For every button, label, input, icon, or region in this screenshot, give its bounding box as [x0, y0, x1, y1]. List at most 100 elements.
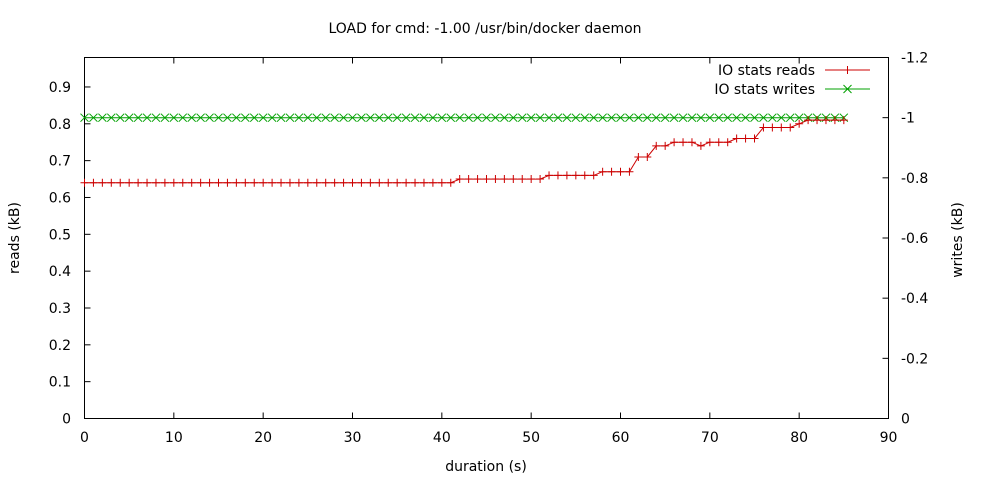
data-point-reads: [206, 179, 214, 187]
y-tick-label: 0.7: [49, 154, 71, 170]
y-tick-label: 0: [62, 412, 71, 428]
y-tick-label: 0.1: [49, 375, 71, 391]
data-point-reads: [89, 179, 97, 187]
y2-tick-label: -0.8: [901, 171, 928, 187]
data-point-reads: [625, 168, 633, 176]
data-point-reads: [268, 179, 276, 187]
y-tick-label: 0.8: [49, 117, 71, 133]
data-point-reads: [349, 179, 357, 187]
y-tick-label: 0.6: [49, 190, 71, 206]
y2-tick-label: -1: [901, 111, 915, 127]
data-point-reads: [420, 179, 428, 187]
series-layer: [81, 114, 848, 187]
data-point-reads: [581, 171, 589, 179]
data-point-reads: [509, 175, 517, 183]
data-point-reads: [590, 171, 598, 179]
data-point-reads: [197, 179, 205, 187]
data-point-reads: [295, 179, 303, 187]
data-point-reads: [518, 175, 526, 183]
data-point-reads: [81, 179, 89, 187]
y2-tick-label: -0.2: [901, 351, 928, 367]
y2-tick-label: -0.4: [901, 291, 928, 307]
legend-label-reads: IO stats reads: [718, 63, 815, 79]
data-point-reads: [706, 138, 714, 146]
data-point-reads: [599, 168, 607, 176]
data-point-reads: [670, 138, 678, 146]
y2-tick-label: 0: [901, 412, 910, 428]
x-tick-label: 80: [790, 430, 808, 446]
data-point-reads: [125, 179, 133, 187]
x-tick-label: 40: [433, 430, 451, 446]
data-point-reads: [572, 171, 580, 179]
data-point-reads: [340, 179, 348, 187]
data-point-reads: [286, 179, 294, 187]
data-point-reads: [474, 175, 482, 183]
data-point-reads: [215, 179, 223, 187]
data-point-reads: [456, 175, 464, 183]
data-point-reads: [608, 168, 616, 176]
data-point-reads: [357, 179, 365, 187]
y-tick-label: 0.3: [49, 301, 71, 317]
data-point-reads: [98, 179, 106, 187]
data-point-reads: [384, 179, 392, 187]
data-point-reads: [733, 135, 741, 143]
data-point-reads: [697, 142, 705, 150]
series-reads: [81, 116, 848, 187]
x-tick-label: 30: [344, 430, 362, 446]
data-point-reads: [223, 179, 231, 187]
y2-axis-label: writes (kB): [950, 202, 966, 278]
y2-tick-label: -1.2: [901, 51, 928, 67]
data-point-reads: [313, 179, 321, 187]
x-tick-label: 60: [612, 430, 630, 446]
data-point-reads: [634, 153, 642, 161]
data-point-reads: [322, 179, 330, 187]
data-point-reads: [411, 179, 419, 187]
data-point-reads: [250, 179, 258, 187]
data-point-reads: [777, 123, 785, 131]
y2-axis-ticks: 0-0.2-0.4-0.6-0.8-1-1.2: [883, 51, 929, 428]
data-point-reads: [375, 179, 383, 187]
data-point-reads: [107, 179, 115, 187]
data-point-reads: [179, 179, 187, 187]
data-point-reads: [188, 179, 196, 187]
chart-title: LOAD for cmd: -1.00 /usr/bin/docker daem…: [328, 21, 641, 37]
data-point-reads: [116, 179, 124, 187]
data-point-reads: [536, 175, 544, 183]
legend-swatches: [825, 66, 870, 93]
data-point-reads: [134, 179, 142, 187]
x-tick-label: 90: [880, 430, 898, 446]
legend: IO stats reads IO stats writes: [714, 63, 870, 98]
data-point-reads: [483, 175, 491, 183]
series-writes: [81, 114, 848, 122]
x-tick-label: 20: [254, 430, 272, 446]
data-point-reads: [170, 179, 178, 187]
data-point-reads: [563, 171, 571, 179]
data-point-reads: [447, 179, 455, 187]
data-point-reads: [545, 171, 553, 179]
data-point-reads: [617, 168, 625, 176]
data-point-reads: [688, 138, 696, 146]
data-point-reads: [259, 179, 267, 187]
series-line-reads: [85, 120, 844, 183]
legend-label-writes: IO stats writes: [714, 82, 815, 98]
x-tick-label: 70: [701, 430, 719, 446]
data-point-reads: [429, 179, 437, 187]
y-tick-label: 0.2: [49, 338, 71, 354]
data-point-reads: [241, 179, 249, 187]
plot-frame: [85, 58, 889, 419]
y-tick-label: 0.9: [49, 80, 71, 96]
data-point-reads: [786, 123, 794, 131]
x-tick-label: 50: [522, 430, 540, 446]
data-point-reads: [465, 175, 473, 183]
data-point-reads: [331, 179, 339, 187]
x-axis-label: duration (s): [445, 459, 527, 475]
data-point-reads: [661, 142, 669, 150]
y-tick-label: 0.4: [49, 264, 71, 280]
data-point-reads: [438, 179, 446, 187]
x-tick-label: 10: [165, 430, 183, 446]
data-point-reads: [768, 123, 776, 131]
data-point-reads: [679, 138, 687, 146]
data-point-reads: [402, 179, 410, 187]
